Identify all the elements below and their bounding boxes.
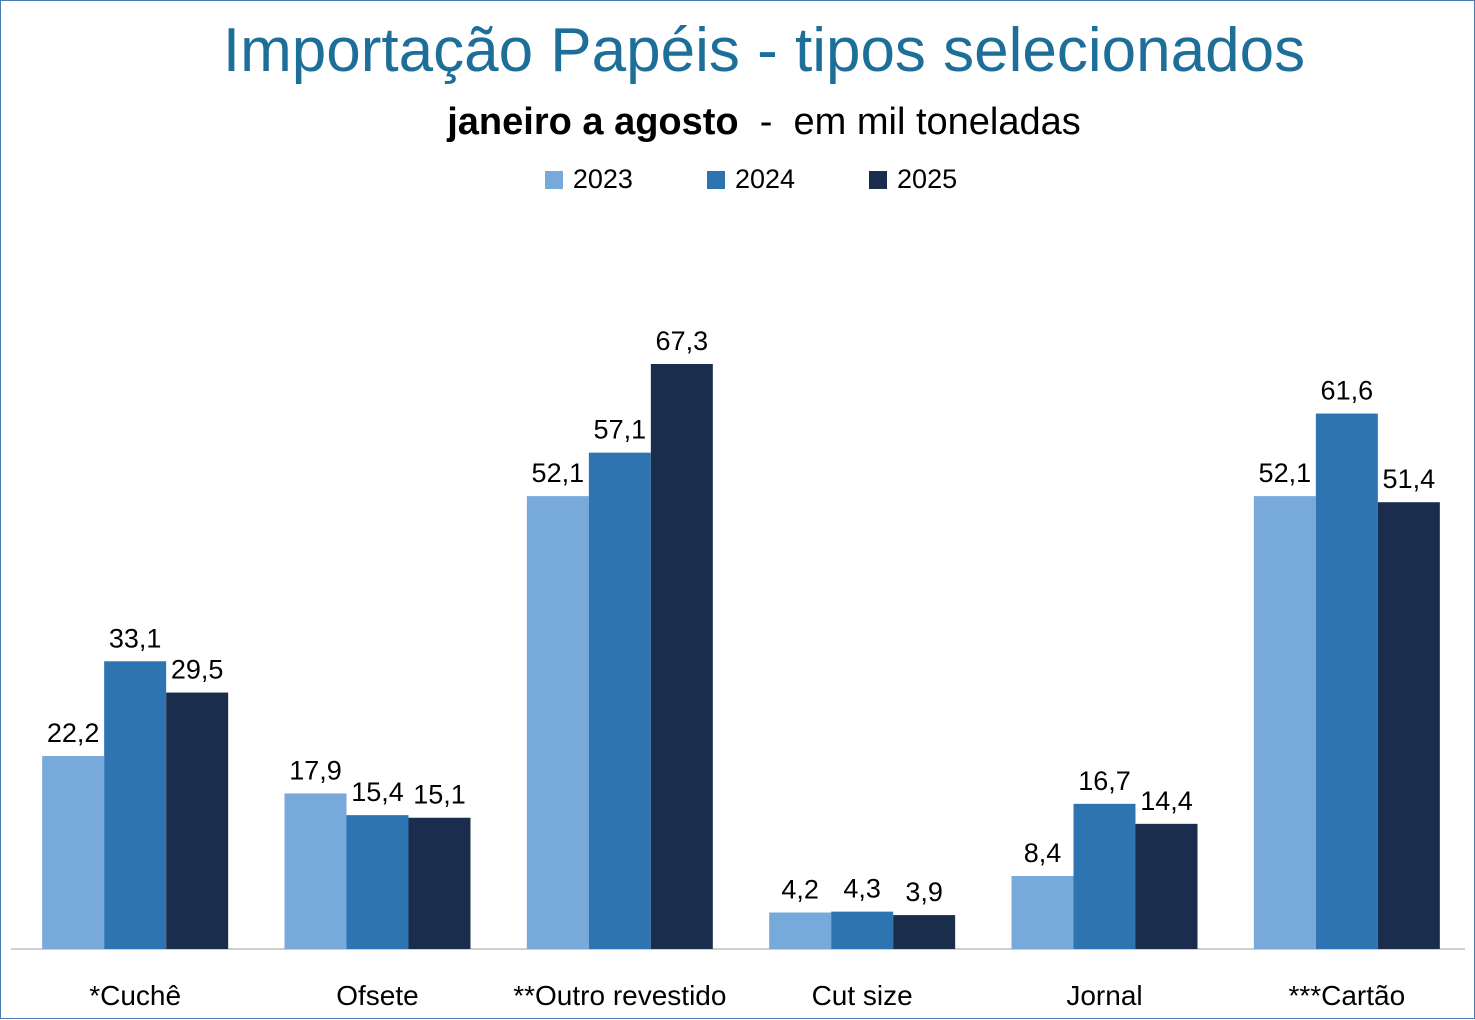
- data-label-2023-5: 52,1: [1259, 458, 1312, 488]
- data-label-2024-4: 16,7: [1078, 766, 1131, 796]
- bar-2025-2: [650, 364, 713, 949]
- category-label-0: *Cuchê: [89, 980, 181, 1011]
- subtitle-unit: - em mil toneladas: [738, 101, 1081, 143]
- bar-2023-3: [769, 912, 832, 949]
- bar-2024-4: [1073, 803, 1136, 949]
- data-label-2024-5: 61,6: [1321, 376, 1374, 406]
- data-label-2025-4: 14,4: [1140, 786, 1193, 816]
- bar-2023-0: [42, 756, 105, 949]
- data-label-2025-5: 51,4: [1383, 464, 1436, 494]
- data-label-2023-3: 4,2: [781, 874, 819, 904]
- category-label-4: Jornal: [1066, 980, 1142, 1011]
- bar-2023-1: [284, 793, 347, 949]
- bar-2025-4: [1135, 823, 1198, 949]
- bar-2024-1: [346, 815, 409, 949]
- legend-label-2025: 2025: [897, 164, 958, 194]
- data-label-2023-0: 22,2: [47, 718, 100, 748]
- bar-2025-3: [893, 915, 956, 949]
- category-label-5: ***Cartão: [1288, 980, 1405, 1011]
- subtitle-period: janeiro a agosto: [447, 101, 739, 143]
- legend-swatch-2023: [544, 170, 563, 189]
- chart-subtitle: janeiro a agosto - em mil toneladas: [1, 101, 1475, 144]
- data-label-2025-3: 3,9: [905, 877, 943, 907]
- bar-2025-5: [1377, 502, 1440, 949]
- data-label-2024-3: 4,3: [843, 874, 881, 904]
- category-label-2: **Outro revestido: [513, 980, 726, 1011]
- legend-item-2023: 2023: [544, 164, 633, 195]
- category-label-3: Cut size: [812, 980, 913, 1011]
- legend-label-2024: 2024: [734, 164, 796, 194]
- legend-item-2025: 2025: [869, 164, 957, 195]
- legend-item-2024: 2024: [706, 164, 796, 195]
- bar-2023-4: [1011, 875, 1074, 949]
- legend-swatch-2025: [869, 170, 888, 189]
- bar-2023-5: [1253, 496, 1316, 949]
- data-label-2023-1: 17,9: [289, 755, 342, 785]
- legend-swatch-2024: [706, 170, 725, 189]
- data-label-2025-2: 67,3: [656, 326, 709, 356]
- data-label-2025-0: 29,5: [171, 655, 224, 685]
- data-label-2024-1: 15,4: [351, 777, 404, 807]
- bar-2025-0: [166, 692, 229, 949]
- bar-2024-0: [104, 661, 167, 949]
- data-label-2025-1: 15,1: [413, 780, 466, 810]
- legend: 2023 2024 2025: [1, 164, 1475, 195]
- data-label-2023-2: 52,1: [532, 458, 585, 488]
- category-label-1: Ofsete: [336, 980, 418, 1011]
- bar-2023-2: [526, 496, 589, 949]
- data-label-2024-2: 57,1: [594, 415, 647, 445]
- data-label-2024-0: 33,1: [109, 623, 162, 653]
- data-label-2023-4: 8,4: [1024, 838, 1062, 868]
- bar-2024-3: [831, 911, 894, 949]
- chart-title: Importação Papéis - tipos selecionados: [222, 16, 1306, 85]
- bar-2024-5: [1315, 413, 1378, 949]
- legend-label-2023: 2023: [572, 164, 633, 194]
- bar-2024-2: [588, 452, 651, 949]
- bar-2025-1: [408, 817, 471, 949]
